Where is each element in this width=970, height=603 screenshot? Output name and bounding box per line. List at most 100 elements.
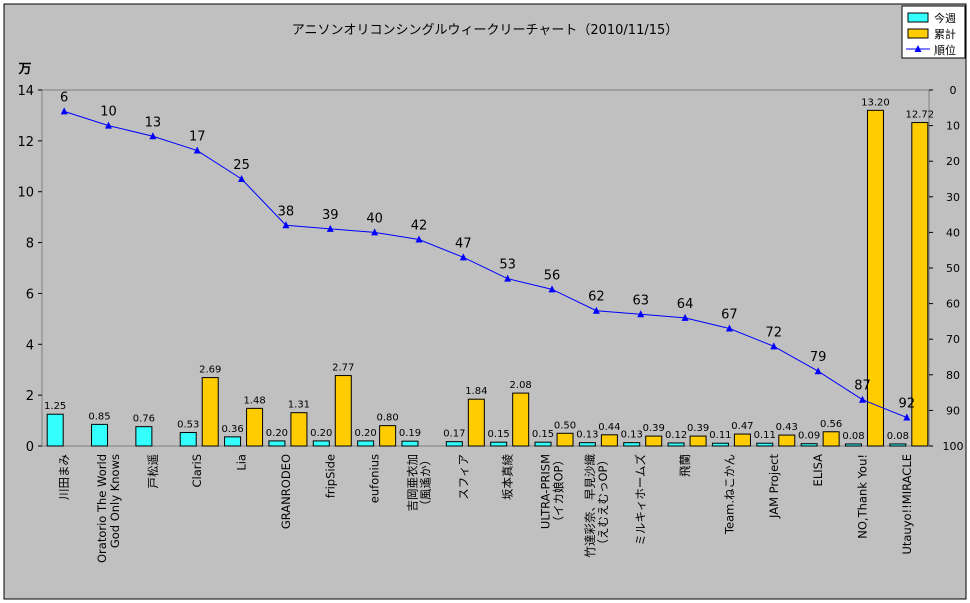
bar-data-label: 0.11 [754,430,776,441]
bar-data-label: 0.39 [643,423,665,434]
rank-data-label: 92 [899,397,916,412]
rank-marker [504,274,512,282]
bar-weekly [756,442,774,447]
bar-weekly [445,441,463,447]
bar-weekly [46,413,64,447]
bar-data-label: 0.20 [266,428,288,439]
category-label: NO,Thank You! [855,454,869,539]
bar-data-label: 0.80 [376,413,398,424]
category-label: （イカ娘OP） [552,454,566,528]
category-label: eufonius [368,454,382,503]
bar-data-label: 0.12 [665,430,687,441]
bar-data-label: 0.11 [709,430,731,441]
right-tick-label: 100 [943,440,964,453]
category-labels: 川田まみ Oratorio The World God Only Knows 戸松遥 C… [57,454,914,563]
left-axis: 0 2 4 6 8 10 12 14 [17,84,42,455]
category-label: Team.ねこかん [722,454,736,535]
bar-data-label: 0.36 [221,424,243,435]
category-label: ミルキィホームズ [634,454,648,546]
bar-cumulative [822,431,840,447]
rank-data-label: 6 [60,90,68,105]
right-tick-label: 60 [946,298,960,311]
rank-data-label: 40 [366,211,383,226]
right-tick-label: 40 [946,226,960,239]
bar-cumulative [334,375,352,447]
rank-data-label: 47 [455,236,472,251]
rank-marker [725,324,733,332]
category-label: JAM Project [767,454,781,519]
category-label: ClariS [190,454,204,488]
bar-cumulative [778,434,796,447]
rank-data-label: 38 [278,204,295,219]
bar-cumulative [246,407,264,447]
bar-cumulative [556,432,574,447]
category-label: （えむえむっOP） [596,454,610,551]
rank-data-label: 39 [322,208,339,223]
legend-label: 今週 [934,11,956,25]
legend-label: 累計 [934,27,956,41]
category-label: GRANRODEO [279,454,293,529]
bar-data-label: 0.13 [576,430,598,441]
rank-line [64,110,908,418]
bar-data-label: 13.20 [861,97,890,108]
rank-data-label: 17 [189,130,206,145]
rank-data-label: 72 [766,325,783,340]
category-label: 飛蘭 [678,454,692,477]
rank-data-label: 10 [100,105,117,120]
rank-data-label: 67 [721,308,738,323]
right-axis: 0 10 20 30 40 50 60 70 80 90 100 [929,84,964,453]
bar-data-label: 0.43 [776,422,798,433]
bar-data-label: 0.53 [177,420,199,431]
right-tick-label: 30 [946,191,960,204]
left-tick-label: 12 [17,135,34,150]
bar-data-label: 0.09 [798,431,820,442]
bar-weekly [357,440,375,447]
bar-data-label: 1.31 [288,400,310,411]
category-label: Lia [235,454,249,471]
rank-data-label: 53 [499,258,516,273]
bar-weekly [667,442,685,447]
legend-label: 順位 [934,43,956,57]
rank-marker [105,121,113,129]
rank-marker [858,395,866,403]
rank-data-label: 87 [854,379,871,394]
bar-data-label: 0.44 [598,422,620,433]
category-label: Utauyo!!MIRACLE [900,454,914,555]
category-label: 戸松遥 [146,454,160,489]
bar-cumulative [689,435,707,447]
bar-weekly [224,436,242,447]
bar-weekly [91,423,109,447]
bar-data-label: 0.39 [687,423,709,434]
bar-data-label: 12.72 [906,110,935,121]
right-tick-label: 50 [946,262,960,275]
bar-cumulative [911,122,929,447]
bar-weekly [800,443,818,447]
bar-cumulative [201,377,219,447]
rank-data-label: 56 [544,268,561,283]
left-tick-label: 8 [26,237,34,252]
bar-weekly [268,440,286,447]
left-tick-label: 0 [26,440,34,455]
bar-data-label: 0.08 [842,431,864,442]
rank-marker [193,146,201,154]
left-tick-label: 4 [26,338,34,353]
rank-marker [282,221,290,229]
bar-data-label: 2.77 [332,363,354,374]
rank-marker [459,253,467,261]
category-label: God Only Knows [108,454,122,548]
bar-cumulative [467,398,485,447]
bar-data-label: 2.08 [510,380,532,391]
rank-marker [548,285,556,293]
bar-weekly [889,443,907,447]
right-tick-label: 0 [950,84,957,97]
category-label: Oratorio The World [95,454,109,563]
bar-weekly [623,442,641,447]
rank-marker [238,175,246,182]
left-tick-label: 14 [17,84,34,99]
bar-data-label: 0.76 [133,414,155,425]
legend-marker-swatch [914,45,922,52]
bar-weekly [312,440,330,447]
rank-data-label: 42 [411,219,428,234]
bar-data-label: 1.84 [465,386,487,397]
